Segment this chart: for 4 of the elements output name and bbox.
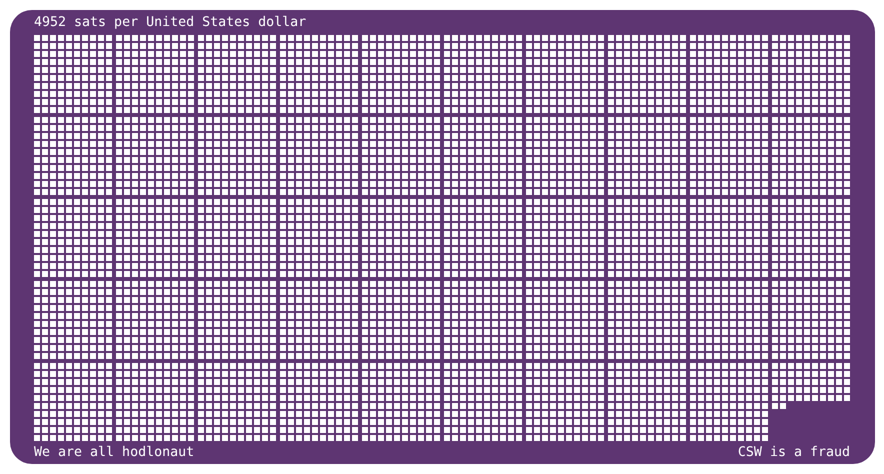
data-label: 4952 (34, 15, 66, 30)
text: We are all hodlonaut (34, 445, 194, 460)
text: CSW is a fraud (738, 445, 850, 460)
text: sats per United States dollar (74, 15, 306, 30)
